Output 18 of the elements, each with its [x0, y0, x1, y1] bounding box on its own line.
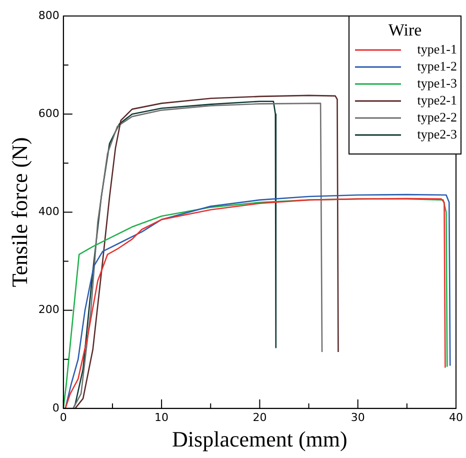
y-tick-label: 0	[52, 401, 60, 414]
y-axis-title: Tensile force (N)	[6, 137, 32, 288]
legend-label: type1-2	[417, 58, 457, 74]
y-tick-label: 200	[38, 303, 60, 316]
x-axis-title: Displacement (mm)	[172, 426, 348, 452]
legend-label: type1-1	[417, 41, 457, 56]
y-tick-label: 400	[38, 205, 60, 218]
legend-label: type2-3	[417, 126, 457, 142]
x-tick-label: 20	[252, 410, 267, 424]
y-tick-label: 800	[38, 8, 60, 22]
legend-title: Wire	[388, 20, 422, 40]
legend-label: type2-2	[417, 109, 457, 124]
x-tick-label: 40	[449, 410, 463, 424]
legend-label: type2-1	[417, 92, 457, 108]
y-tick-label: 600	[38, 106, 60, 120]
legend-label: type1-3	[417, 75, 457, 90]
x-tick-label: 30	[350, 410, 365, 424]
x-tick-label: 10	[154, 410, 169, 424]
